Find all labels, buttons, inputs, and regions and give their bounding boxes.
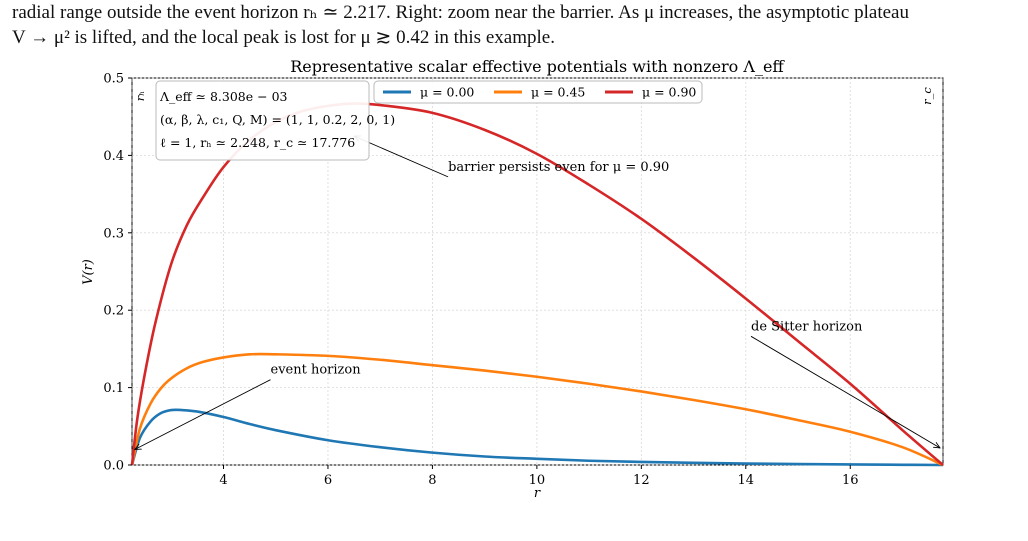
y-tick-label-2: 0.2: [103, 304, 124, 319]
chart-title: Representative scalar effective potentia…: [290, 57, 785, 76]
x-tick-label-6: 16: [842, 473, 859, 488]
axis-ticks: 4 6 8 10 12 14 16 0.0 0.1 0.2 0.3 0.4 0.5: [103, 72, 858, 489]
annotation-label-0: barrier persists even for μ = 0.90: [448, 160, 669, 175]
y-tick-label-4: 0.4: [103, 149, 124, 164]
horizon-lines: rₕ r_c: [131, 78, 944, 465]
caption-line-2: V → μ² is lifted, and the local peak is …: [12, 27, 555, 48]
legend-label-0: μ = 0.00: [420, 85, 474, 100]
annotation-arrow-0: [354, 136, 449, 178]
annotations: barrier persists even for μ = 0.90 event …: [135, 136, 940, 449]
x-tick-label-0: 4: [219, 473, 227, 488]
series-line-0: [130, 408, 944, 467]
y-tick-label-0: 0.0: [103, 459, 124, 474]
info-box: Λ_eff ≃ 8.308e − 03 (α, β, λ, c₁, Q, M) …: [155, 80, 395, 161]
x-tick-label-4: 12: [633, 473, 650, 488]
annotation-arrow-1: [135, 379, 271, 450]
legend-label-1: μ = 0.45: [531, 85, 585, 100]
info-box-line-3: ℓ = 1, rₕ ≃ 2.248, r_c ≃ 17.776: [160, 135, 355, 150]
x-tick-label-2: 8: [428, 473, 436, 488]
x-axis-label: r: [534, 486, 541, 501]
y-tick-label-1: 0.1: [103, 381, 124, 396]
series-line-1: [130, 352, 944, 467]
legend-label-2: μ = 0.90: [642, 85, 696, 100]
annotation-label-1: event horizon: [271, 363, 362, 378]
x-tick-label-3: 10: [529, 473, 546, 488]
vline-label-0: rₕ: [133, 91, 147, 101]
info-box-line-1: Λ_eff ≃ 8.308e − 03: [159, 89, 288, 104]
legend: μ = 0.00 μ = 0.45 μ = 0.90: [373, 80, 703, 104]
x-tick-label-5: 14: [738, 473, 755, 488]
vline-label-1: r_c: [920, 87, 934, 105]
figure-caption: radial range outside the event horizon r…: [12, 0, 1016, 50]
annotation-label-2: de Sitter horizon: [751, 319, 863, 334]
x-tick-label-1: 6: [324, 473, 332, 488]
caption-line-1: radial range outside the event horizon r…: [12, 2, 909, 23]
y-tick-label-3: 0.3: [103, 226, 124, 241]
annotation-arrow-2: [750, 335, 940, 448]
y-tick-label-5: 0.5: [103, 72, 124, 87]
info-box-line-2: (α, β, λ, c₁, Q, M) = (1, 1, 0.2, 2, 0, …: [160, 112, 395, 127]
y-axis-label: V(r): [81, 259, 96, 285]
